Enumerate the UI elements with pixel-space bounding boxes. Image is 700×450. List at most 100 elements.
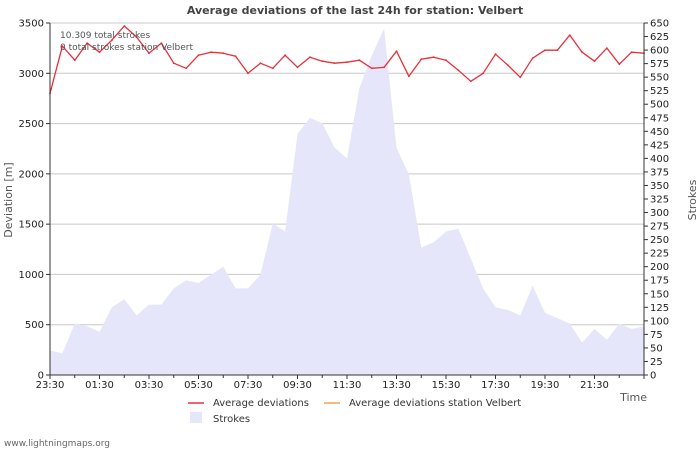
- right-tick-label-225: 225: [650, 249, 669, 260]
- right-tick-label-400: 400: [650, 154, 669, 165]
- deviation-point-33: [457, 69, 460, 72]
- x-tick-label-0: 23:30: [36, 380, 65, 391]
- x-tick-label-11: 21:30: [580, 380, 609, 391]
- deviation-point-25: [358, 59, 361, 62]
- deviation-point-23: [333, 62, 336, 65]
- deviation-point-7: [135, 36, 138, 38]
- deviation-point-19: [284, 54, 286, 57]
- deviation-point-10: [172, 62, 175, 65]
- left-axis-label: Deviation [m]: [2, 162, 15, 237]
- deviation-point-3: [86, 42, 88, 44]
- right-tick-label-250: 250: [650, 235, 669, 246]
- right-tick-label-50: 50: [650, 343, 663, 354]
- right-tick-label-600: 600: [650, 46, 669, 57]
- right-tick-label-200: 200: [650, 262, 669, 273]
- x-tick-label-3: 05:30: [184, 380, 213, 391]
- legend-swatch-strokes: [190, 412, 202, 423]
- deviation-point-42: [568, 34, 571, 36]
- x-tick-label-7: 13:30: [382, 380, 411, 391]
- deviation-point-22: [321, 60, 324, 63]
- left-tick-label-2500: 2500: [19, 119, 44, 130]
- deviation-point-38: [519, 76, 522, 79]
- deviation-point-8: [148, 52, 150, 55]
- right-tick-label-150: 150: [650, 289, 669, 300]
- deviation-point-5: [111, 39, 113, 41]
- chart-title: Average deviations of the last 24h for s…: [187, 4, 523, 17]
- station-strokes-note: 0 total strokes station Velbert: [60, 43, 194, 53]
- deviation-point-20: [296, 66, 299, 69]
- left-axis-ticks: 0 500 1000 1500 2000 2500 3000 3500: [19, 19, 50, 382]
- right-tick-label-650: 650: [650, 19, 669, 30]
- right-axis-ticks: 0 25 50 75 100 125 150 175 200 225 250 275 300 325 350…: [644, 19, 669, 382]
- left-tick-label-1000: 1000: [19, 270, 44, 281]
- right-tick-label-0: 0: [650, 371, 656, 382]
- left-tick-label-0: 0: [38, 371, 44, 382]
- x-tick-label-9: 17:30: [481, 380, 510, 391]
- deviation-point-1: [61, 45, 64, 47]
- deviation-point-44: [593, 60, 596, 63]
- deviation-point-14: [222, 52, 225, 55]
- deviation-point-18: [271, 67, 274, 70]
- deviation-point-12: [197, 54, 200, 57]
- right-tick-label-475: 475: [650, 113, 669, 124]
- x-tick-label-8: 15:30: [432, 380, 461, 391]
- deviation-point-29: [408, 75, 410, 78]
- right-tick-label-625: 625: [650, 32, 669, 43]
- strokes-area-group: [50, 28, 644, 376]
- left-tick-label-3500: 3500: [19, 19, 44, 30]
- x-tick-label-4: 07:30: [234, 380, 263, 391]
- right-tick-label-25: 25: [650, 357, 663, 368]
- x-axis-label: Time: [619, 391, 647, 404]
- legend-label-average-deviations: Average deviations: [213, 398, 309, 409]
- deviation-point-41: [556, 49, 559, 52]
- strokes-area: [50, 28, 644, 376]
- x-tick-label-1: 01:30: [85, 380, 114, 391]
- right-tick-label-100: 100: [650, 316, 669, 327]
- right-tick-label-525: 525: [650, 86, 669, 97]
- deviation-point-46: [618, 63, 621, 66]
- right-tick-label-300: 300: [650, 208, 669, 219]
- legend-label-strokes: Strokes: [213, 414, 250, 425]
- deviation-point-11: [185, 67, 188, 70]
- x-tick-label-6: 11:30: [333, 380, 362, 391]
- deviation-point-28: [395, 50, 398, 53]
- footer-credit: www.lightningmaps.org: [4, 439, 110, 449]
- deviation-point-9: [160, 42, 163, 44]
- deviation-point-16: [247, 72, 249, 75]
- deviation-point-36: [494, 53, 497, 56]
- total-strokes-note: 10.309 total strokes: [60, 31, 150, 41]
- left-tick-label-3000: 3000: [19, 69, 44, 80]
- deviation-point-43: [581, 51, 583, 54]
- deviation-point-45: [606, 47, 608, 49]
- right-tick-label-75: 75: [650, 330, 663, 341]
- deviation-point-47: [630, 51, 633, 54]
- right-tick-label-350: 350: [650, 181, 669, 192]
- legend: Average deviations Average deviations st…: [188, 398, 521, 425]
- deviation-point-24: [346, 61, 348, 64]
- right-tick-label-125: 125: [650, 303, 669, 314]
- deviation-point-4: [98, 51, 101, 54]
- left-tick-label-500: 500: [25, 320, 44, 331]
- right-axis-label: Strokes: [686, 179, 699, 220]
- right-tick-label-275: 275: [650, 222, 669, 233]
- x-tick-label-2: 03:30: [135, 380, 164, 391]
- deviation-point-39: [531, 57, 534, 60]
- deviation-point-6: [123, 25, 126, 27]
- right-tick-label-575: 575: [650, 59, 669, 70]
- deviation-point-32: [445, 59, 447, 62]
- right-tick-label-375: 375: [650, 167, 669, 178]
- deviation-point-35: [482, 72, 484, 75]
- right-tick-label-500: 500: [650, 100, 669, 111]
- deviation-point-31: [432, 56, 435, 59]
- deviation-point-37: [507, 64, 509, 67]
- deviation-point-2: [73, 59, 76, 62]
- deviation-line-group: [49, 25, 645, 95]
- left-tick-label-1500: 1500: [19, 220, 44, 231]
- deviation-point-30: [420, 58, 423, 61]
- right-tick-label-550: 550: [650, 73, 669, 84]
- right-tick-label-425: 425: [650, 140, 669, 151]
- deviation-point-17: [259, 62, 262, 65]
- right-tick-label-175: 175: [650, 276, 669, 287]
- left-tick-label-2000: 2000: [19, 169, 44, 180]
